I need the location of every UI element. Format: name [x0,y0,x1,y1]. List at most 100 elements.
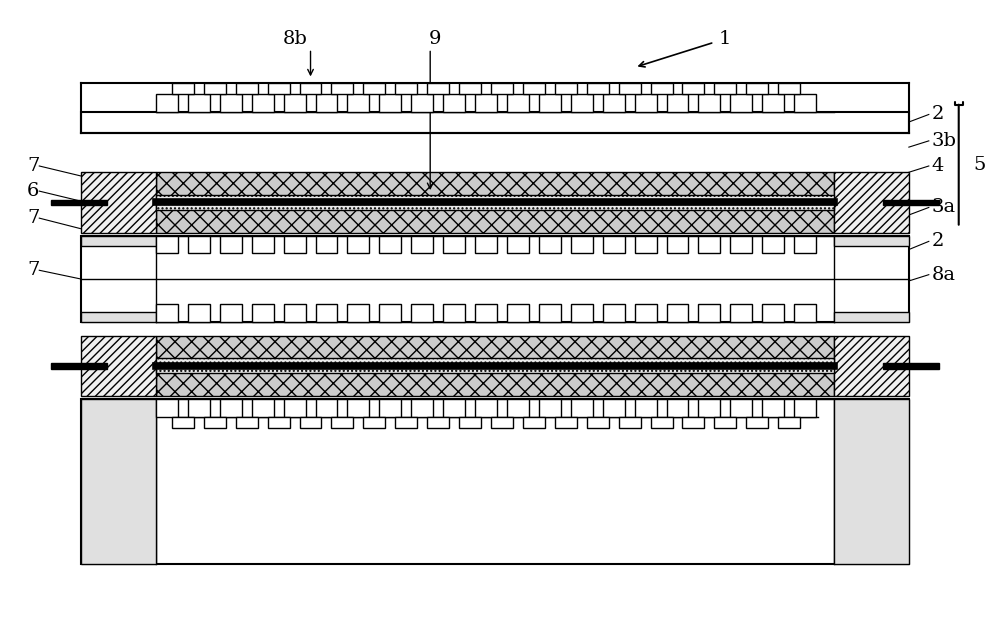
Bar [156,371,834,396]
Bar [156,236,178,253]
Bar [762,95,784,112]
Text: 5: 5 [974,156,986,174]
Bar [523,83,545,95]
Text: 3a: 3a [932,198,956,216]
Text: 8a: 8a [932,266,956,284]
Bar [883,363,939,369]
Bar [284,399,306,416]
Bar [834,236,909,245]
Text: 2: 2 [932,105,944,124]
Bar [204,416,226,428]
Bar [698,304,720,322]
Bar [762,399,784,416]
Bar [51,363,107,369]
Bar [834,399,909,563]
Bar [347,236,369,253]
Bar [81,312,156,322]
Bar [507,304,529,322]
Bar [475,95,497,112]
Bar [794,236,816,253]
Bar [635,399,657,416]
Text: 4: 4 [932,157,944,175]
Bar [363,83,385,95]
Text: 8b: 8b [283,30,308,48]
Bar [523,416,545,428]
Bar [714,83,736,95]
Bar [51,199,107,205]
Bar [682,83,704,95]
Bar [762,236,784,253]
Bar [571,304,593,322]
Bar [698,95,720,112]
Bar [443,304,465,322]
Bar [284,95,306,112]
Bar [220,95,242,112]
Bar [619,416,641,428]
Bar [204,83,226,95]
Bar [698,399,720,416]
Bar [883,199,939,205]
Text: 7: 7 [27,157,39,175]
Bar [459,83,481,95]
Bar [236,416,258,428]
Bar [778,83,800,95]
Bar [331,83,353,95]
Bar [156,208,834,233]
Bar [81,399,156,563]
Text: 1: 1 [718,30,731,48]
Bar [411,95,433,112]
Bar [363,416,385,428]
Bar [156,399,178,416]
Bar [156,172,834,198]
Bar [667,95,688,112]
Bar [587,83,609,95]
Bar [252,95,274,112]
Text: 3b: 3b [932,132,957,150]
Bar [81,112,909,133]
Bar [347,399,369,416]
Bar [252,236,274,253]
Bar [778,416,800,428]
Bar [603,304,625,322]
Bar [539,304,561,322]
Bar [300,416,321,428]
Bar [395,83,417,95]
Bar [395,416,417,428]
Bar [347,95,369,112]
Bar [555,416,577,428]
Bar [81,236,156,245]
Bar [411,399,433,416]
Bar [316,95,337,112]
Bar [834,172,909,233]
Bar [539,399,561,416]
Bar [730,399,752,416]
Bar [571,236,593,253]
Bar [730,236,752,253]
Bar [507,236,529,253]
Bar [188,399,210,416]
Bar [156,195,834,201]
Bar [268,416,290,428]
Bar [475,399,497,416]
Bar [491,416,513,428]
Bar [220,399,242,416]
Bar [156,358,834,365]
Bar [156,95,178,112]
Bar [571,95,593,112]
Text: 9: 9 [429,30,441,48]
Bar [475,304,497,322]
Bar [284,304,306,322]
Bar [427,416,449,428]
Text: 7: 7 [27,209,39,227]
Bar [379,399,401,416]
Bar [746,416,768,428]
Bar [220,304,242,322]
Text: 6: 6 [27,182,39,200]
Bar [443,95,465,112]
Bar [635,304,657,322]
Bar [730,95,752,112]
Bar [379,236,401,253]
Bar [794,95,816,112]
Bar [794,304,816,322]
Bar [188,95,210,112]
